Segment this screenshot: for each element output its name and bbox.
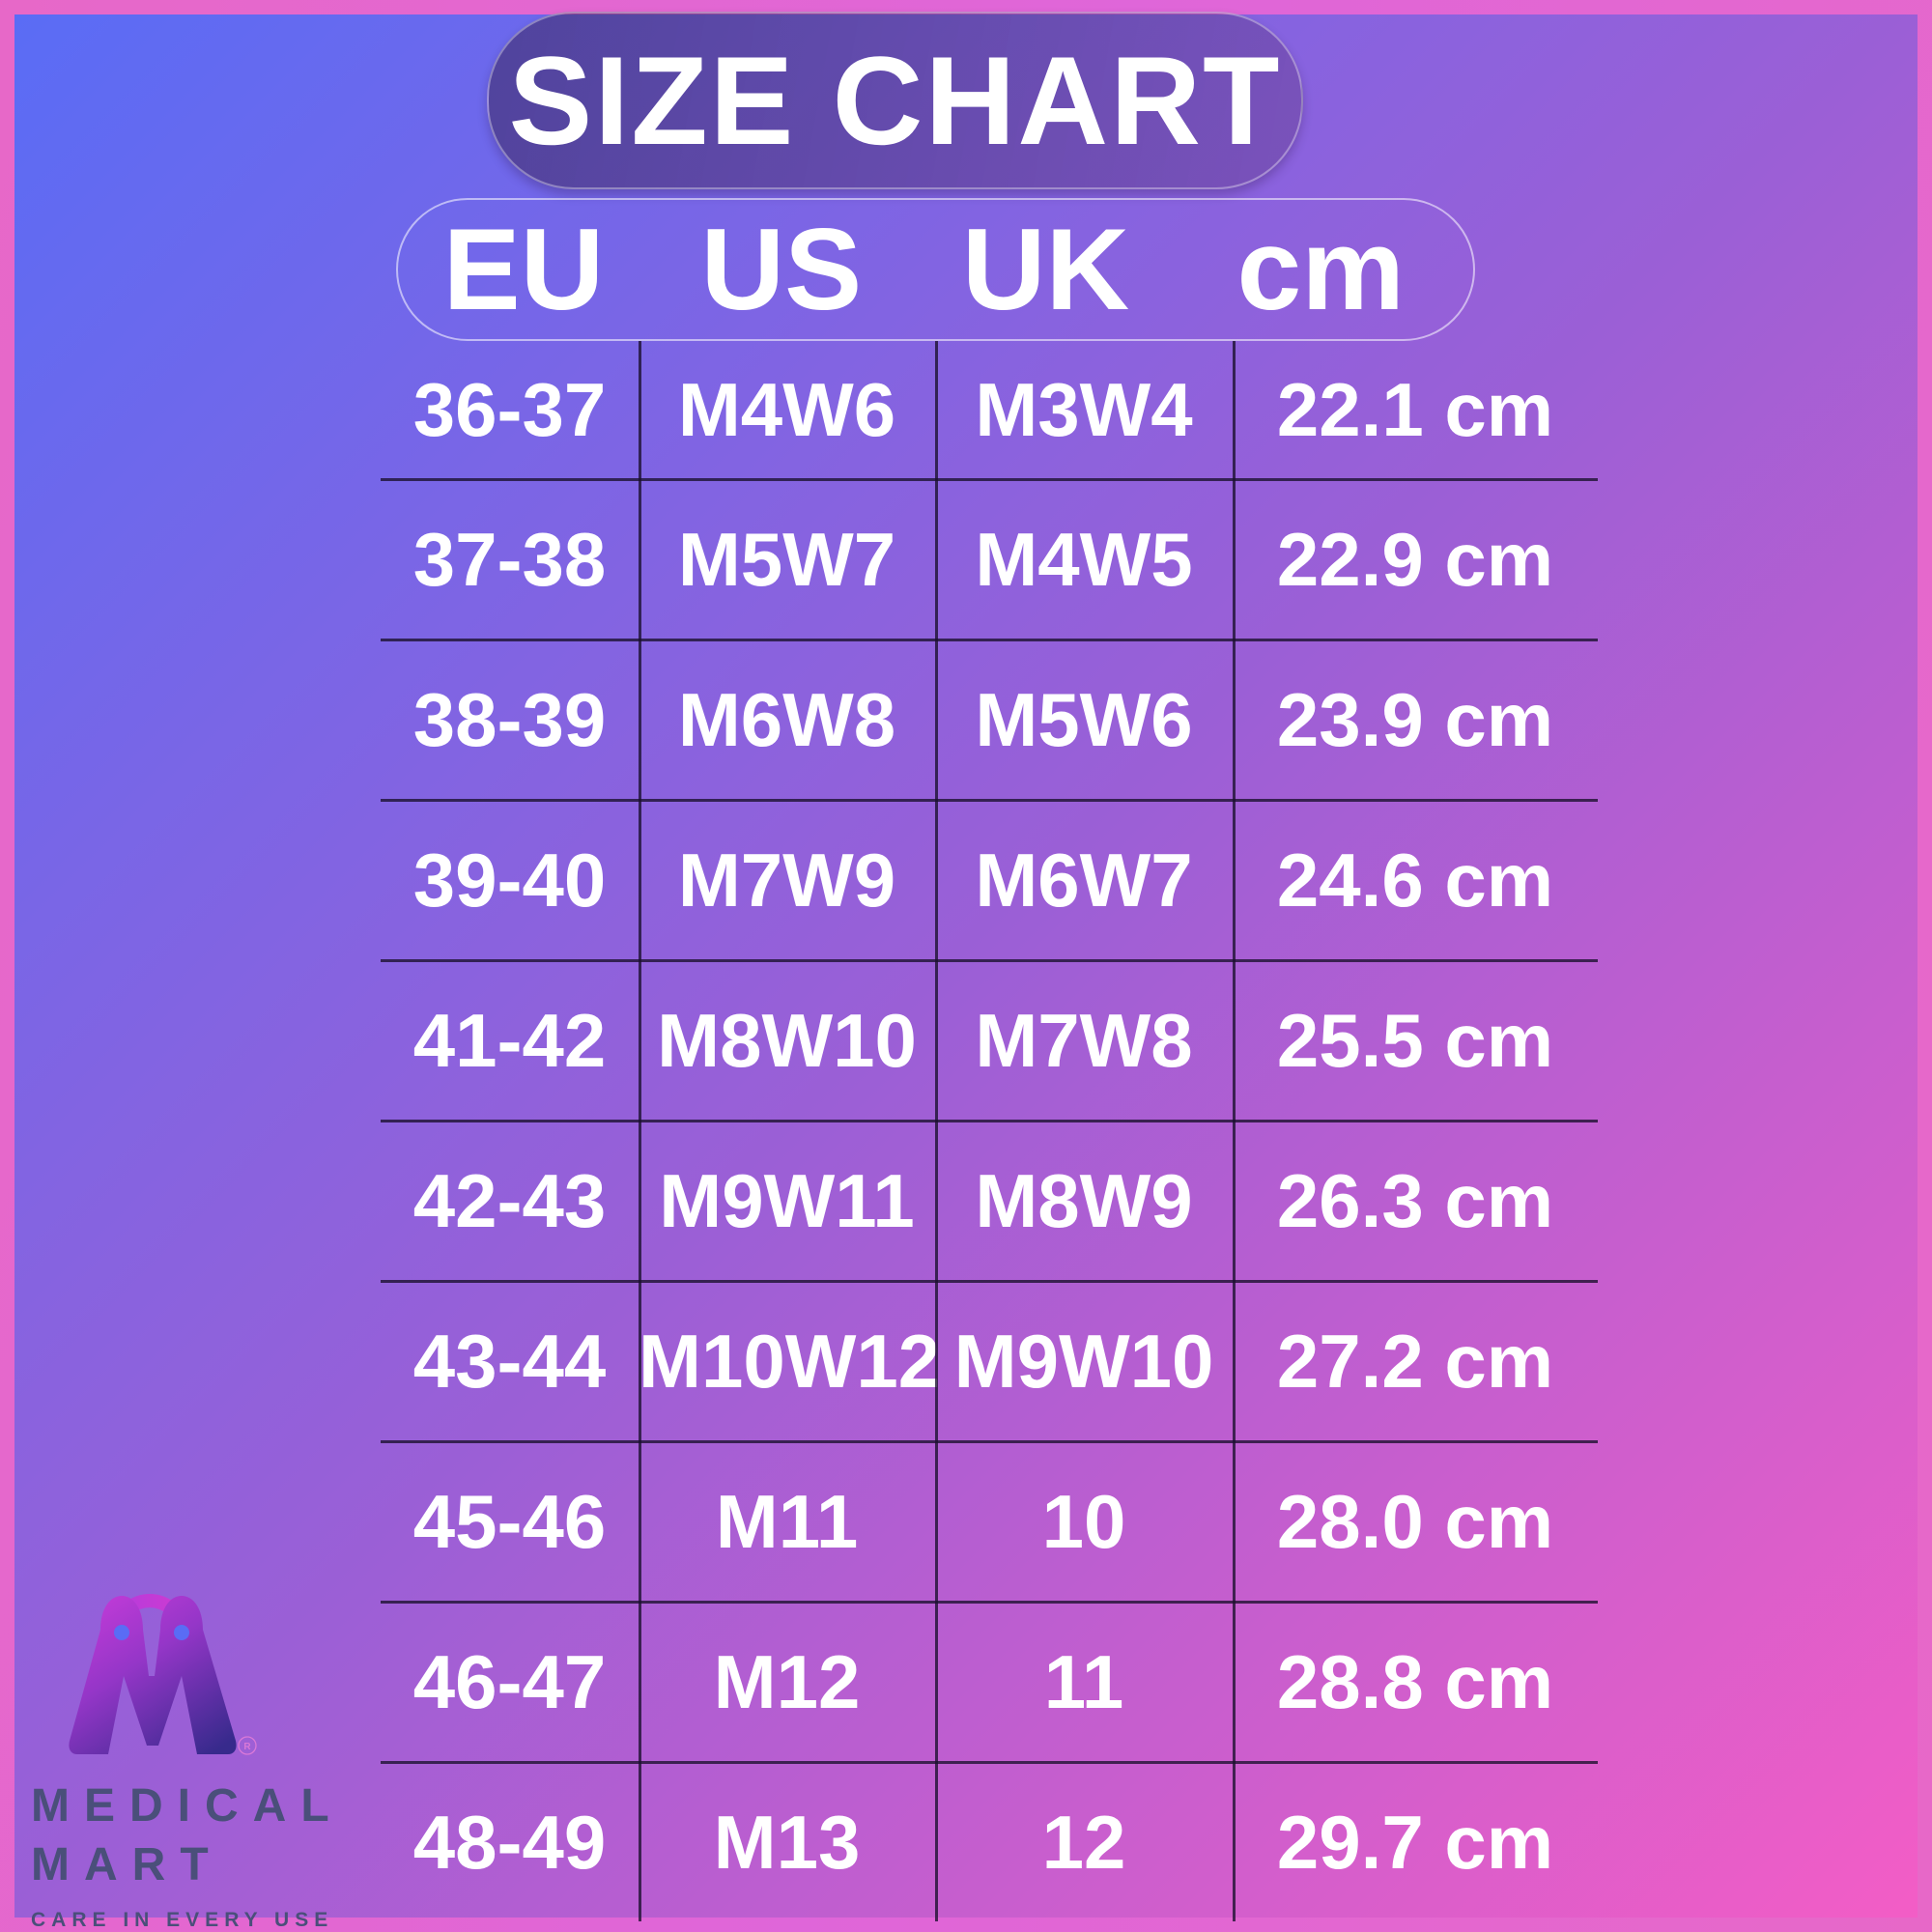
svg-text:R: R <box>243 1742 251 1752</box>
